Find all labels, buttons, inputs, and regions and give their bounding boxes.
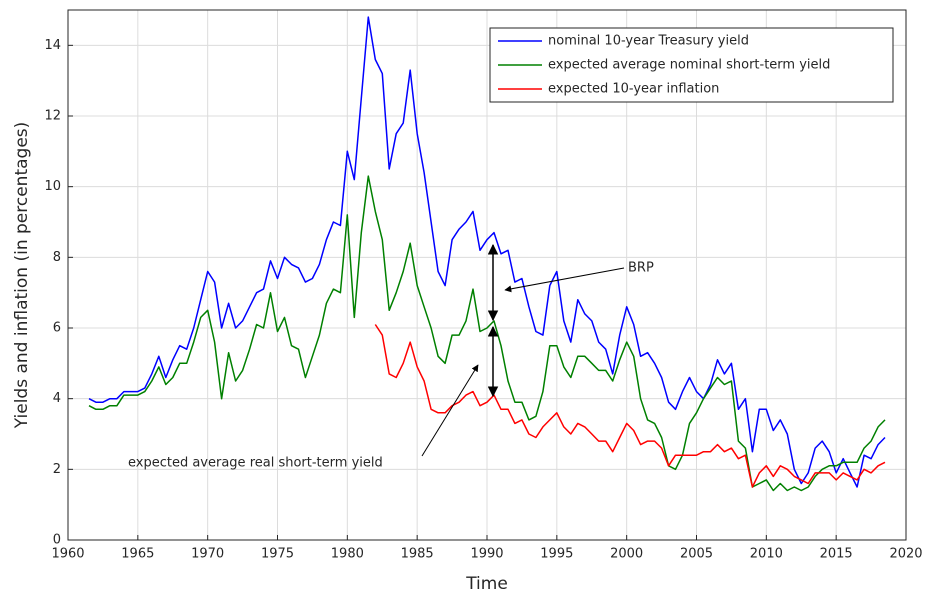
x-tick-label: 1985 <box>401 547 434 562</box>
x-tick-label: 1965 <box>121 547 154 562</box>
x-axis-label: Time <box>465 574 508 594</box>
x-tick-label: 2000 <box>610 547 643 562</box>
x-tick-label: 2010 <box>750 547 783 562</box>
x-tick-label: 1980 <box>331 547 364 562</box>
y-tick-label: 8 <box>53 250 61 265</box>
legend-box <box>489 27 894 103</box>
x-tick-label: 1970 <box>191 547 224 562</box>
legend-label: nominal 10-year Treasury yield <box>548 34 749 49</box>
y-tick-label: 0 <box>53 533 61 548</box>
annotation: BRP <box>628 261 654 276</box>
x-tick-label: 1995 <box>540 547 573 562</box>
x-tick-label: 2005 <box>680 547 713 562</box>
x-tick-label: 1990 <box>470 547 503 562</box>
legend-label: expected 10-year inflation <box>548 82 719 97</box>
y-tick-label: 4 <box>53 391 61 406</box>
annotation-arrow <box>421 364 479 457</box>
legend-label: expected average nominal short-term yiel… <box>548 58 830 73</box>
plot-frame <box>67 9 907 541</box>
series-line <box>374 324 886 488</box>
y-tick-label: 14 <box>44 38 61 53</box>
annotation-arrow <box>504 267 625 293</box>
x-tick-label: 1975 <box>261 547 294 562</box>
y-tick-label: 6 <box>53 321 61 336</box>
y-tick-label: 12 <box>44 109 61 124</box>
y-tick-label: 10 <box>44 179 61 194</box>
series-line <box>88 16 886 488</box>
y-axis-label: Yields and inflation (in percentages) <box>12 122 32 430</box>
y-tick-label: 2 <box>53 462 61 477</box>
x-tick-label: 2020 <box>889 547 922 562</box>
x-tick-label: 1960 <box>51 547 84 562</box>
x-tick-label: 2015 <box>820 547 853 562</box>
annotation: expected average real short-term yield <box>128 456 383 471</box>
